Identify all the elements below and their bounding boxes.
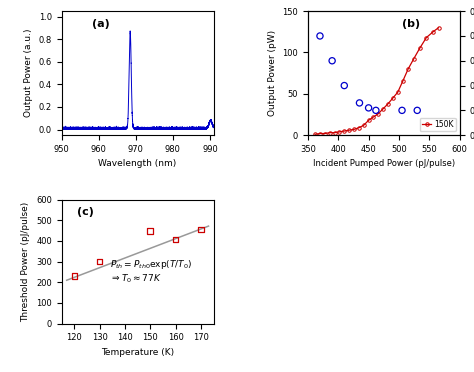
150K [400, 79, 405, 84]
150K [337, 129, 342, 134]
Text: (c): (c) [77, 207, 94, 217]
Point [197, 227, 205, 232]
150K [385, 102, 391, 106]
Point [71, 273, 78, 279]
150K [411, 57, 417, 61]
Text: (a): (a) [92, 19, 110, 29]
150K [356, 125, 362, 130]
Point [356, 100, 363, 106]
150K [341, 129, 347, 133]
X-axis label: Incident Pumped Power (pJ/pulse): Incident Pumped Power (pJ/pulse) [313, 160, 455, 169]
Point [340, 83, 348, 89]
150K [417, 46, 422, 51]
X-axis label: Wavelength (nm): Wavelength (nm) [99, 160, 177, 169]
150K [317, 131, 323, 136]
150K [361, 123, 366, 128]
150K [327, 131, 333, 135]
150K [395, 90, 401, 94]
Y-axis label: Output Power (pW): Output Power (pW) [268, 30, 277, 116]
150K [332, 131, 337, 135]
Point [372, 108, 380, 113]
Line: 150K: 150K [313, 26, 440, 136]
Y-axis label: Output Power (a.u.): Output Power (a.u.) [24, 29, 33, 118]
Point [96, 259, 103, 264]
150K [346, 128, 352, 132]
Text: (b): (b) [402, 19, 420, 29]
Point [365, 105, 373, 111]
Point [328, 58, 336, 64]
150K [390, 96, 396, 100]
Point [316, 33, 324, 39]
Text: $P_{th} = P_{th0}\exp(T/T_{0})$
$\Rightarrow T_{0} \approx 77K$: $P_{th} = P_{th0}\exp(T/T_{0})$ $\Righta… [110, 258, 193, 285]
150K [366, 118, 372, 122]
150K [436, 25, 441, 30]
150K [423, 35, 429, 40]
150K [380, 106, 386, 111]
X-axis label: Temperature (K): Temperature (K) [101, 348, 174, 357]
150K [375, 112, 381, 116]
Point [172, 236, 179, 242]
Point [413, 108, 421, 113]
150K [351, 127, 357, 132]
Legend: 150K: 150K [419, 118, 456, 131]
150K [405, 67, 411, 71]
150K [322, 131, 328, 136]
Point [146, 228, 154, 234]
150K [312, 132, 318, 137]
150K [371, 115, 376, 119]
Point [398, 108, 406, 113]
150K [430, 30, 436, 34]
Y-axis label: Threshold Power (pJ/pulse): Threshold Power (pJ/pulse) [21, 202, 30, 322]
